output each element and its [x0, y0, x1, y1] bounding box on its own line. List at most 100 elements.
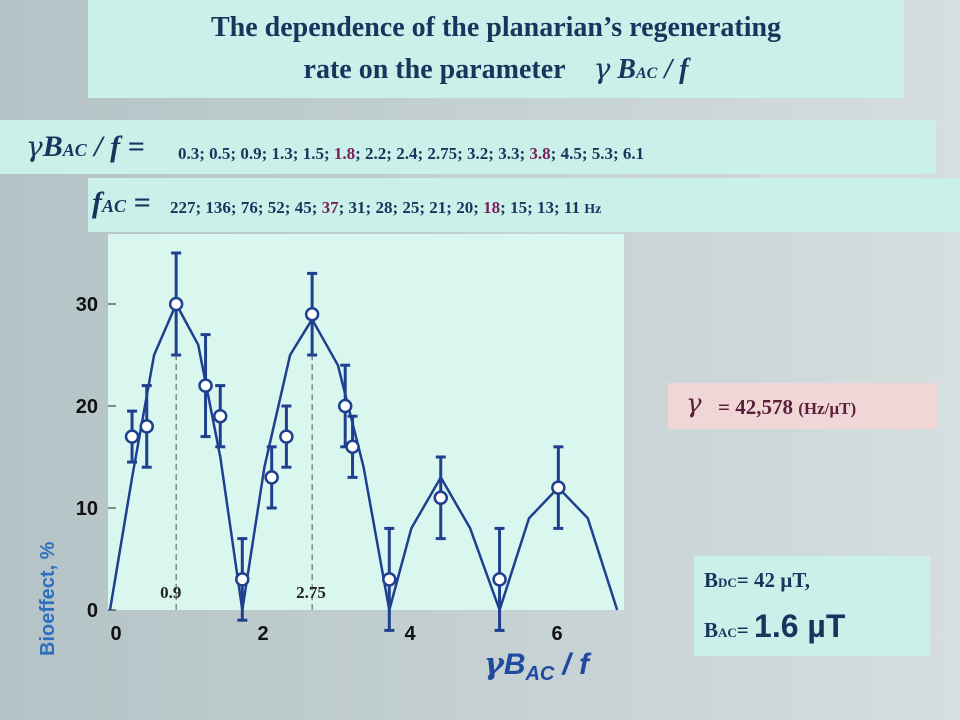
- data-point: [304, 271, 320, 357]
- separator: ;: [386, 144, 397, 163]
- value-item: 1.5: [302, 144, 324, 163]
- freq-row-sub: AC: [102, 196, 127, 216]
- param-row-label: γBAC / f =: [26, 130, 145, 164]
- data-point: [124, 409, 140, 464]
- point-marker: [551, 480, 566, 495]
- parameter-values-row: γBAC / f = 0.3; 0.5; 0.9; 1.3; 1.5; 1.8;…: [0, 120, 936, 174]
- gamma-symbol: γ: [686, 389, 702, 419]
- value-item: 2.75: [427, 144, 458, 163]
- title-banner: The dependence of the planarian’s regene…: [88, 0, 904, 98]
- title-param-b: B: [617, 54, 636, 85]
- value-item: 15: [510, 198, 528, 217]
- point-marker: [198, 378, 213, 393]
- data-point: [551, 445, 566, 530]
- value-item: 136: [205, 198, 231, 217]
- separator: ;: [581, 144, 592, 163]
- data-point: [382, 526, 397, 632]
- value-item: 20: [456, 198, 474, 217]
- data-point: [279, 404, 294, 469]
- gamma-value: = 42,578: [718, 395, 793, 419]
- bdc-value: = 42 µT,: [736, 568, 811, 592]
- value-item: 28: [375, 198, 393, 217]
- value-item: 227: [170, 198, 196, 217]
- value-item: 3.8: [529, 144, 551, 163]
- gamma-value-line: = 42,578 (Hz/µT): [718, 395, 856, 420]
- freq-row-f: f: [92, 186, 102, 219]
- freq-row-eq: =: [133, 186, 151, 219]
- value-item: 0.3: [178, 144, 200, 163]
- point-marker: [345, 439, 360, 455]
- title-line-2-text: rate on the parameter: [303, 54, 566, 85]
- value-item: 3.3: [498, 144, 520, 163]
- param-row-sub: AC: [62, 140, 87, 160]
- separator: ;: [323, 144, 334, 163]
- gamma-unit: (Hz/µT): [798, 399, 857, 418]
- bac-value: 1.6 µT: [754, 608, 846, 644]
- data-point: [264, 445, 279, 510]
- separator: ;: [527, 198, 537, 217]
- point-marker: [168, 296, 184, 312]
- data-point: [139, 384, 154, 469]
- separator: ;: [257, 198, 268, 217]
- separator: ;: [365, 198, 376, 217]
- x-tick-label: 6: [551, 623, 562, 645]
- data-point: [213, 384, 228, 449]
- value-item: 25: [402, 198, 420, 217]
- value-item: 52: [267, 198, 285, 217]
- axes: 0 10 20 30 0 2 4 6: [76, 294, 563, 645]
- x-axis-sub: AC: [524, 663, 554, 682]
- param-values-list: 0.3; 0.5; 0.9; 1.3; 1.5; 1.8; 2.2; 2.4; …: [178, 144, 644, 164]
- value-item: 11: [563, 198, 580, 217]
- value-item: 37: [321, 198, 339, 217]
- x-axis-gamma: γ: [484, 647, 505, 682]
- data-point: [198, 333, 213, 439]
- data-point: [433, 455, 448, 541]
- separator: ;: [199, 144, 210, 163]
- title-line-2: rate on the parameter γ BAC / f: [88, 52, 904, 86]
- separator: ;: [419, 198, 430, 217]
- value-item: 4.5: [560, 144, 582, 163]
- plot-area: [108, 234, 624, 610]
- param-row-b: B: [42, 130, 63, 163]
- point-marker: [139, 419, 154, 434]
- separator: ;: [500, 198, 511, 217]
- value-item: 1.8: [333, 144, 356, 163]
- title-line-1: The dependence of the planarian’s regene…: [210, 12, 782, 43]
- y-axis-label: Bioeffect, %: [37, 541, 59, 656]
- separator: ;: [284, 198, 295, 217]
- value-item: 2.2: [365, 144, 387, 163]
- separator: ;: [473, 198, 484, 217]
- separator: ;: [488, 144, 499, 163]
- bac-eq: =: [736, 618, 749, 642]
- field-parameters-box: BDC= 42 µT, BAC= 1.6 µT: [694, 556, 930, 656]
- x-tick-label: 2: [257, 623, 268, 645]
- data-point: [492, 526, 507, 632]
- bioeffect-chart: 0 10 20 30 0 2 4 6 0.9 2.75 Bioeffect, % γBAC / f: [37, 234, 624, 682]
- point-marker: [433, 490, 448, 506]
- point-marker: [382, 572, 397, 587]
- y-tick-label: 20: [76, 396, 98, 418]
- data-point: [235, 537, 250, 622]
- data-point: [168, 251, 184, 357]
- point-marker: [124, 429, 140, 444]
- frequency-values-row: fAC = 227; 136; 76; 52; 45; 37; 31; 28; …: [88, 178, 960, 232]
- bac-line: BAC= 1.6 µT: [704, 608, 845, 645]
- data-point: [337, 363, 353, 449]
- x-tick-label: 4: [404, 623, 416, 645]
- value-item: 45: [294, 198, 312, 217]
- separator: ;: [338, 198, 349, 217]
- title-param-sub: AC: [635, 65, 658, 82]
- freq-row-label: fAC =: [92, 186, 151, 220]
- separator: ;: [457, 144, 468, 163]
- y-tick-label: 30: [76, 294, 98, 316]
- fit-curve-line: [108, 302, 619, 612]
- value-item: 5.3: [591, 144, 613, 163]
- value-item: 21: [429, 198, 447, 217]
- bdc-b: B: [704, 568, 719, 592]
- separator: ;: [612, 144, 623, 163]
- gamma-constant-box: γ = 42,578 (Hz/µT): [668, 383, 938, 429]
- fit-curve: [108, 302, 619, 612]
- value-item: 0.5: [209, 144, 231, 163]
- frequency-unit: Hz: [584, 202, 602, 217]
- value-item: 6.1: [622, 144, 645, 163]
